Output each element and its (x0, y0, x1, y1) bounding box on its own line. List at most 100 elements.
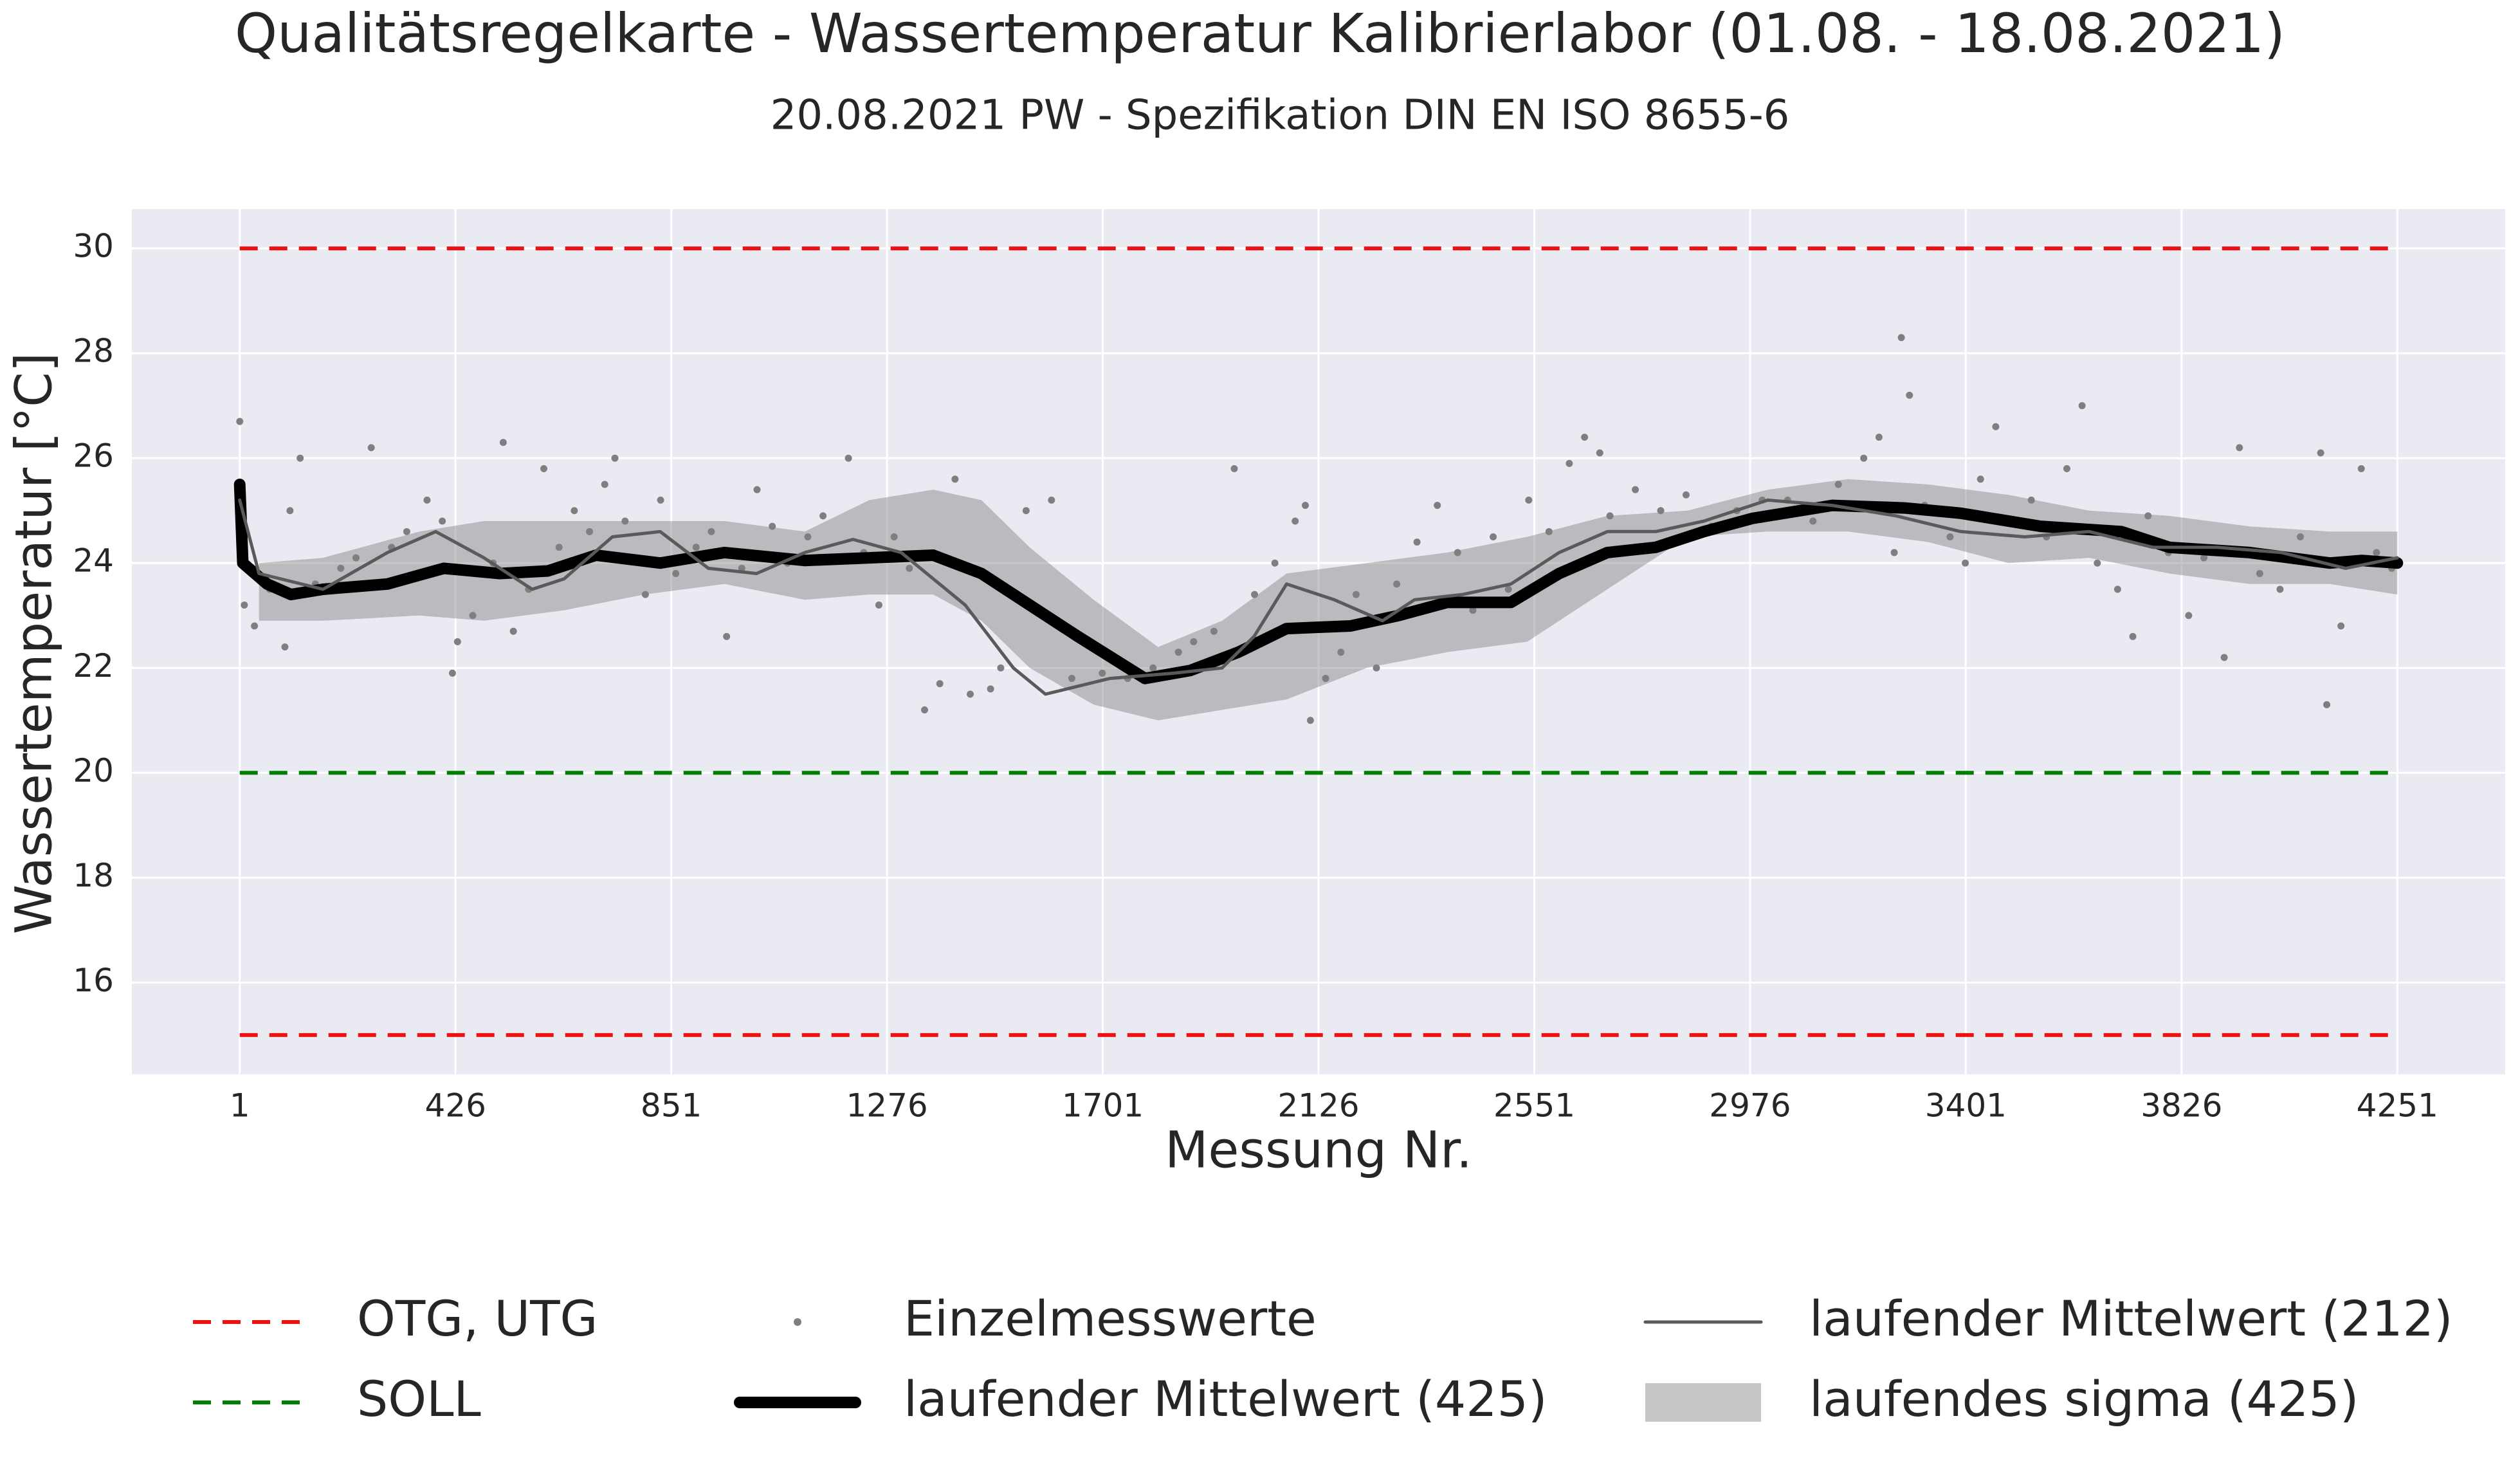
x-tick-label: 3401 (1925, 1087, 2007, 1125)
data-point (1434, 502, 1441, 510)
y-tick-label: 18 (73, 857, 114, 894)
data-point (1337, 648, 1345, 656)
data-point (804, 533, 812, 540)
data-point (1581, 434, 1589, 441)
data-point (1271, 559, 1279, 567)
data-point (997, 664, 1005, 672)
data-point (1292, 517, 1299, 525)
data-point (1897, 334, 1905, 342)
data-point (611, 454, 619, 462)
data-point (1022, 507, 1030, 515)
data-point (2220, 654, 2228, 661)
running-mean-line (233, 479, 2404, 684)
y-tick-label: 28 (73, 333, 114, 370)
data-point (1657, 507, 1665, 515)
y-tick-label: 24 (73, 542, 114, 580)
x-tick-label: 1276 (846, 1087, 927, 1125)
legend-item: laufender Mittelwert (212) (1643, 1290, 2453, 1347)
data-point (2276, 585, 2284, 593)
data-point (251, 622, 259, 630)
data-point (1099, 669, 1106, 677)
legend-label: laufendes sigma (425) (1809, 1370, 2359, 1428)
data-point (1504, 585, 1512, 593)
data-point (1596, 449, 1603, 457)
chart-subtitle: 20.08.2021 PW - Spezifikation DIN EN ISO… (771, 92, 1790, 140)
legend-item: Einzelmesswerte (794, 1290, 1317, 1347)
data-point (1322, 675, 1329, 683)
data-point (936, 680, 944, 688)
data-point (367, 444, 375, 452)
data-point (1373, 664, 1380, 672)
data-point (571, 507, 578, 515)
data-point (875, 601, 882, 609)
data-point (906, 564, 913, 572)
legend-item: laufendes sigma (425) (1645, 1370, 2359, 1428)
data-point (1906, 391, 1913, 399)
data-point (1306, 717, 1314, 724)
sigma-band (259, 479, 2398, 721)
legend-swatch (794, 1318, 801, 1326)
legend-label: Einzelmesswerte (904, 1290, 1317, 1347)
data-point (1210, 627, 1218, 635)
data-point (453, 638, 461, 645)
data-point (1860, 454, 1868, 462)
data-point (621, 517, 629, 525)
data-point (1875, 434, 1883, 441)
y-tick-label: 26 (73, 437, 114, 475)
data-point (601, 481, 608, 488)
data-point (1454, 549, 1461, 556)
x-tick-label: 1701 (1062, 1087, 1144, 1125)
legend-item: SOLL (193, 1370, 481, 1428)
data-point (1566, 459, 1573, 467)
x-tick-label: 426 (425, 1087, 486, 1125)
data-point (1992, 423, 2000, 430)
x-tick-label: 2551 (1493, 1087, 1575, 1125)
y-tick-label: 16 (73, 962, 114, 999)
data-point (1682, 491, 1690, 499)
data-point (555, 544, 563, 551)
data-point (586, 528, 594, 535)
data-point (1352, 591, 1360, 598)
y-axis-label: Wassertemperatur [°C] (5, 353, 63, 934)
y-tick-label: 30 (73, 228, 114, 265)
data-point (1946, 533, 1954, 540)
data-point (439, 517, 446, 525)
data-point (540, 465, 548, 472)
data-point (1545, 528, 1553, 535)
legend-label: laufender Mittelwert (212) (1809, 1290, 2453, 1347)
data-point (2256, 570, 2263, 578)
data-point (1068, 675, 1075, 683)
data-point (2144, 512, 2152, 520)
data-point (352, 554, 360, 562)
x-tick-label: 2126 (1277, 1087, 1359, 1125)
data-point (672, 570, 680, 578)
data-point (499, 439, 507, 446)
legend-label: SOLL (357, 1370, 481, 1428)
data-point (967, 690, 974, 698)
data-point (423, 496, 431, 504)
y-tick-label: 22 (73, 647, 114, 684)
data-point (1149, 664, 1157, 672)
running-mean-line (238, 498, 2399, 696)
data-point (2317, 449, 2324, 457)
data-point (281, 643, 289, 651)
chart-title: Qualitätsregelkarte - Wassertemperatur K… (235, 2, 2285, 65)
data-point (1174, 648, 1182, 656)
x-tick-label: 851 (641, 1087, 702, 1125)
data-point (738, 564, 745, 572)
data-point (951, 475, 959, 483)
data-point (337, 564, 345, 572)
data-point (2027, 496, 2035, 504)
data-point (1632, 486, 1639, 493)
x-tick-label: 1 (230, 1087, 250, 1125)
data-point (1490, 533, 1497, 540)
data-point (1048, 496, 1055, 504)
data-point (2357, 465, 2365, 472)
data-point (2337, 622, 2345, 630)
data-point (1469, 607, 1477, 614)
legend-label: laufender Mittelwert (425) (904, 1370, 1548, 1428)
data-point (2114, 585, 2121, 593)
data-point (2063, 465, 2070, 472)
data-point (1190, 638, 1198, 645)
